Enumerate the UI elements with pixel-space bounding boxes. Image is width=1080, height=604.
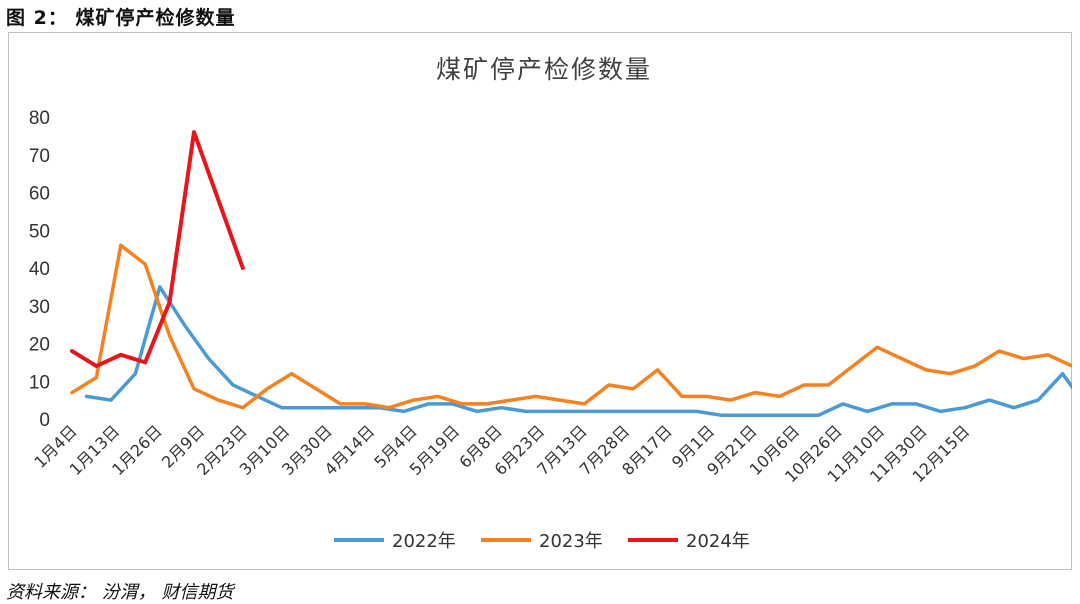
y-axis: 0 10 20 30 40 50 60 70 80 xyxy=(29,108,50,431)
line-chart: 煤矿停产检修数量 0 10 20 30 40 50 60 70 80 1月4日1月13日1月26… xyxy=(29,55,1072,552)
y-tick-label: 60 xyxy=(29,184,50,205)
series-layer xyxy=(70,130,1072,417)
legend-label: 2022年 xyxy=(392,531,456,552)
y-tick-label: 0 xyxy=(39,410,50,431)
y-tick-label: 70 xyxy=(29,146,50,167)
legend: 2022年 2023年 2024年 xyxy=(334,531,750,552)
y-tick-label: 80 xyxy=(29,108,50,129)
source-note: 资料来源： 汾渭， 财信期货 xyxy=(6,582,234,603)
y-tick-label: 30 xyxy=(29,297,50,318)
chart-frame xyxy=(8,32,1072,570)
x-axis: 1月4日1月13日1月26日2月9日2月23日3月10日3月30日4月14日5月… xyxy=(30,421,973,486)
series-line-2023年 xyxy=(70,243,1072,410)
series-line-2024年 xyxy=(70,130,245,369)
series-line-2022年 xyxy=(84,285,1072,417)
y-tick-label: 10 xyxy=(29,372,50,393)
legend-label: 2023年 xyxy=(539,531,603,552)
chart-title: 煤矿停产检修数量 xyxy=(436,55,652,84)
y-tick-label: 50 xyxy=(29,221,50,242)
figure-caption: 图 2： 煤矿停产检修数量 xyxy=(6,7,236,29)
y-tick-label: 20 xyxy=(29,335,50,356)
y-tick-label: 40 xyxy=(29,259,50,280)
legend-label: 2024年 xyxy=(686,531,750,552)
